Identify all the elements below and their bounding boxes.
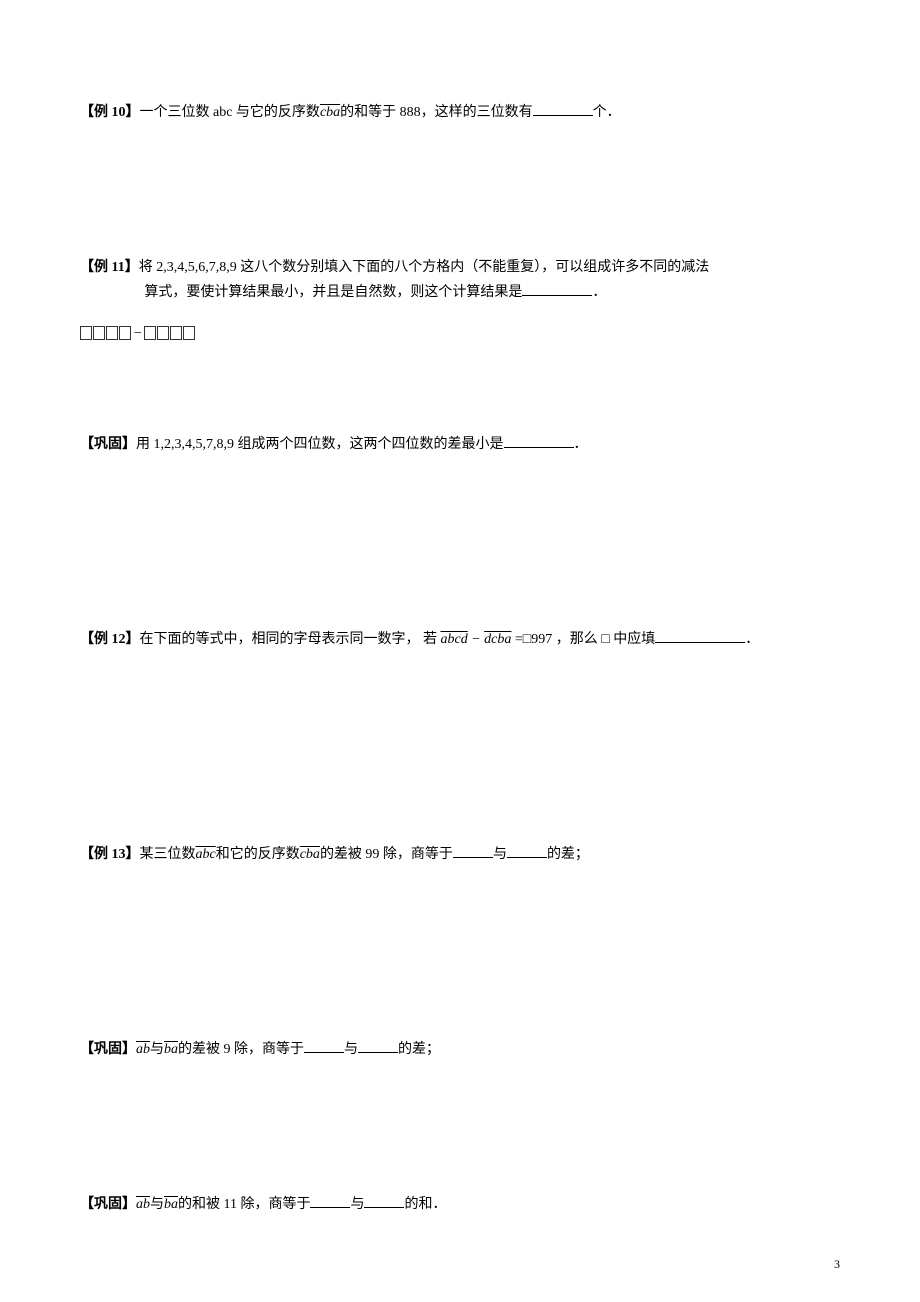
ex11-line2-tail: ． [592,285,606,300]
problem-ex12: 【例 12】在下面的等式中，相同的字母表示同一数字， 若 abcd − dcba… [80,627,840,652]
spacer [80,145,840,255]
ex12-tail: ． [745,632,759,647]
ex11-line2-pre: 算式，要使计算结果最小，并且是自然数，则这个计算结果是 [144,285,522,300]
page-content: 【例 10】一个三位数 abc 与它的反序数cba的和等于 888，这样的三位数… [0,0,920,1278]
box-icon [106,326,118,340]
box-icon [157,326,169,340]
label-ex12: 【例 12】 [80,632,140,647]
ex10-math-cba: cba [320,105,340,120]
label-ex11: 【例 11】 [80,260,139,275]
ex12-math-dcba: dcba [484,632,511,647]
spacer [80,477,840,627]
gonggu2-math-ba: ba [164,1042,178,1057]
ex12-math-abcd: abcd [441,632,468,647]
gonggu1-blank [504,433,574,448]
label-gonggu2: 【巩固】 [80,1042,136,1057]
ex12-blank [655,628,745,643]
gonggu3-math-ab: ab [136,1197,150,1212]
gonggu3-blank2 [364,1193,404,1208]
gonggu3-tail: 的和． [404,1197,446,1212]
spacer [80,672,840,842]
ex12-pre: 在下面的等式中，相同的字母表示同一数字， 若 [140,632,441,647]
problem-ex11: 【例 11】将 2,3,4,5,6,7,8,9 这八个数分别填入下面的八个方格内… [80,255,840,305]
gonggu1-text: 用 1,2,3,4,5,7,8,9 组成两个四位数，这两个四位数的差最小是 [136,437,504,452]
problem-gonggu3: 【巩固】ab与ba的和被 11 除，商等于与的和． [80,1192,840,1217]
ex11-boxes-row: − [80,326,840,342]
box-icon [183,326,195,340]
gonggu3-mid1: 与 [150,1197,164,1212]
ex13-mid3: 与 [493,847,507,862]
ex13-blank2 [507,843,547,858]
spacer [80,342,840,432]
ex11-line1: 将 2,3,4,5,6,7,8,9 这八个数分别填入下面的八个方格内（不能重复）… [139,260,710,275]
ex10-blank [533,101,593,116]
gonggu2-tail: 的差； [398,1042,440,1057]
problem-ex10: 【例 10】一个三位数 abc 与它的反序数cba的和等于 888，这样的三位数… [80,100,840,125]
problem-gonggu1: 【巩固】用 1,2,3,4,5,7,8,9 组成两个四位数，这两个四位数的差最小… [80,432,840,457]
ex13-mid2: 的差被 99 除，商等于 [320,847,453,862]
gonggu2-blank2 [358,1038,398,1053]
box-icon [144,326,156,340]
box-icon [80,326,92,340]
ex13-mid1: 和它的反序数 [216,847,300,862]
problem-ex13: 【例 13】某三位数abc和它的反序数cba的差被 99 除，商等于 与 的差； [80,842,840,867]
label-gonggu3: 【巩固】 [80,1197,136,1212]
page-number: 3 [834,1257,840,1272]
ex10-text-post: 的和等于 888，这样的三位数有 [340,105,533,120]
label-ex10: 【例 10】 [80,105,140,120]
gonggu2-math-ab: ab [136,1042,150,1057]
gonggu2-mid2: 的差被 9 除，商等于 [178,1042,304,1057]
ex11-blank [522,281,592,296]
spacer [80,1082,840,1192]
box-icon [170,326,182,340]
ex10-tail: 个． [593,105,621,120]
gonggu2-blank1 [304,1038,344,1053]
ex13-tail: 的差； [547,847,589,862]
ex13-math-abc: abc [196,847,216,862]
minus-icon: − [134,326,142,341]
ex12-mid2: =□997 ，那么 □ 中应填 [511,632,655,647]
gonggu1-tail: ． [574,437,588,452]
ex12-minus: − [468,632,484,647]
label-gonggu1: 【巩固】 [80,437,136,452]
label-ex13: 【例 13】 [80,847,140,862]
spacer [80,887,840,1037]
ex10-text-pre: 一个三位数 abc 与它的反序数 [140,105,320,120]
gonggu3-blank1 [310,1193,350,1208]
gonggu3-math-ba: ba [164,1197,178,1212]
gonggu2-mid1: 与 [150,1042,164,1057]
gonggu3-mid3: 与 [350,1197,364,1212]
gonggu2-mid3: 与 [344,1042,358,1057]
box-icon [119,326,131,340]
ex13-math-cba: cba [300,847,320,862]
box-icon [93,326,105,340]
gonggu3-mid2: 的和被 11 除，商等于 [178,1197,310,1212]
ex13-pre: 某三位数 [140,847,196,862]
problem-gonggu2: 【巩固】ab与ba的差被 9 除，商等于与的差； [80,1037,840,1062]
ex13-blank1 [453,843,493,858]
